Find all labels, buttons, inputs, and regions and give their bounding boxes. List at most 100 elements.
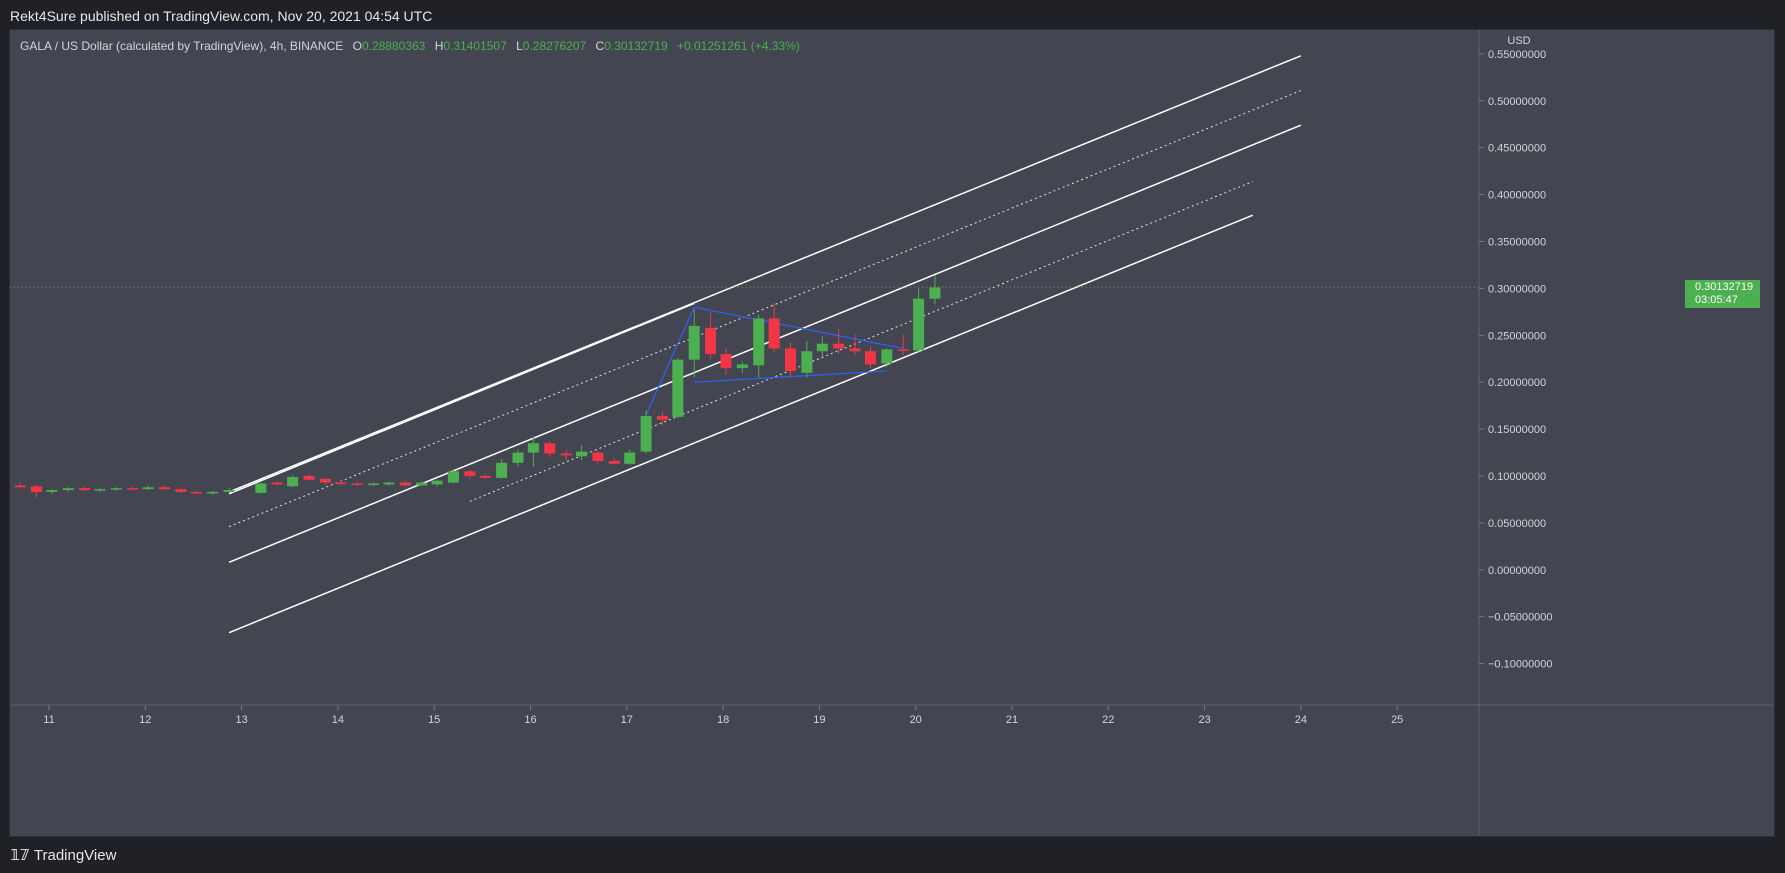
candle [864,346,876,369]
candle-body [527,443,539,453]
candle-body [79,488,91,491]
candles[interactable] [14,275,941,498]
candle-body [287,476,299,487]
candle [335,480,347,486]
candle [479,474,491,479]
time-axis[interactable]: 11 12 13 14 15 16 17 18 19 20 21 22 23 24 25 [43,705,1403,726]
candle-body [271,482,283,485]
candle-body [479,476,491,478]
price-tick-label: 0.15000000 [1488,424,1546,436]
candle [431,479,443,487]
candle-body [897,349,909,351]
candle [512,449,524,467]
low-value: 0.28276207 [522,39,587,53]
last-price-value: 0.30132719 [1695,281,1754,294]
price-tick-label: 0.50000000 [1488,96,1546,108]
candle-body [496,462,508,478]
candle [560,449,572,461]
bar-countdown: 03:05:47 [1695,294,1738,307]
symbol-title: GALA / US Dollar (calculated by TradingV… [20,39,344,53]
candle [79,486,91,492]
time-tick-label: 17 [621,714,633,726]
time-tick-label: 22 [1102,714,1114,726]
price-tick-label: 0.40000000 [1488,190,1546,202]
candle-body [30,486,42,492]
candle [368,482,380,487]
tradingview-brand[interactable]: 𝟙𝟟 TradingView [10,846,117,865]
candle [142,485,154,491]
candle [785,342,797,378]
candle [319,477,331,485]
time-tick-label: 16 [524,714,536,726]
price-tick-label: 0.00000000 [1488,565,1546,577]
trend-lines[interactable] [228,55,1302,634]
candle-body [223,490,235,492]
change-value: +0.01251261 (+4.33%) [676,39,800,53]
candle [753,314,765,378]
candle [544,441,556,458]
time-tick-label: 13 [235,714,247,726]
candle [881,348,893,368]
candle [768,303,780,353]
candle [303,474,315,481]
candle [929,275,941,305]
triangle-line [694,306,904,350]
time-tick-label: 24 [1295,714,1307,726]
candle-body [705,327,717,355]
channel-line [228,124,1302,563]
candle-body [688,325,700,360]
candle [672,357,684,418]
candle-body [624,452,636,464]
candle-body [207,491,219,494]
candle-body [672,359,684,417]
open-value: 0.28880363 [361,39,426,53]
candle [592,450,604,464]
candle-body [368,483,380,486]
channel-line [228,55,1302,493]
candle-body [544,443,556,454]
candle [207,491,219,495]
candle [46,489,58,494]
candle-body [127,488,139,490]
candle [127,486,139,491]
price-tick-label: 0.10000000 [1488,471,1546,483]
close-label: C [595,39,605,53]
candle [110,487,122,492]
candle-body [560,453,572,456]
price-axis[interactable]: 0.55000000 0.50000000 0.45000000 0.40000000… [1479,49,1553,671]
candle-body [833,343,845,349]
time-tick-label: 20 [910,714,922,726]
candle [849,334,861,355]
price-tick-label: 0.30000000 [1488,283,1546,295]
candle [913,288,925,353]
channel-line [228,302,695,495]
candlestick-chart[interactable]: USD 0.55000000 0.50000000 0.45000000 0.4000… [10,30,1774,836]
last-price-tag: 0.30132719 03:05:47 [1685,280,1760,309]
price-tick-label: 0.20000000 [1488,377,1546,389]
price-tick-label: 0.55000000 [1488,49,1546,61]
candle [801,340,813,378]
price-tick-label: −0.05000000 [1488,612,1553,624]
chart-frame[interactable]: USD 0.55000000 0.50000000 0.45000000 0.4000… [9,29,1775,837]
candle-body [816,343,828,352]
triangle-line [645,306,695,416]
candle [271,481,283,486]
candle [399,480,411,487]
candle [464,469,476,479]
time-tick-label: 12 [139,714,151,726]
time-tick-label: 11 [43,714,54,726]
brand-name: TradingView [33,846,117,864]
candle-body [351,483,363,486]
channel-midline [469,181,1253,502]
candle [608,458,620,465]
candle-body [512,452,524,463]
candle-body [175,489,187,492]
price-tick-label: 0.35000000 [1488,237,1546,249]
candle-body [736,364,748,369]
low-label: L [516,39,523,53]
candle-body [383,482,395,485]
candle-body [592,452,604,461]
candle [640,410,652,454]
candle-body [656,415,668,420]
tradingview-logo-icon: 𝟙𝟟 [10,847,30,864]
